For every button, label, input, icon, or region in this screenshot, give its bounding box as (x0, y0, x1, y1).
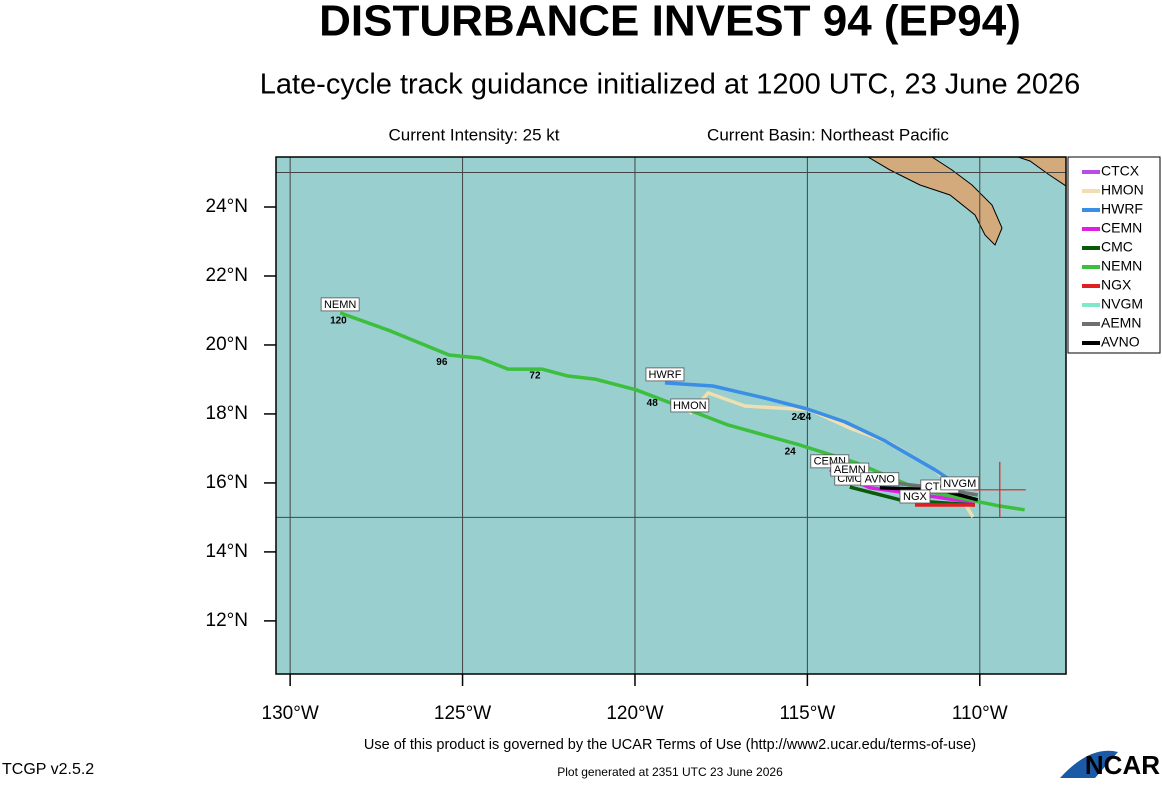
legend-label: CEMN (1101, 220, 1142, 236)
legend-label: HWRF (1101, 201, 1143, 217)
terms: Use of this product is governed by the U… (364, 737, 976, 753)
track-label-box (670, 398, 710, 413)
track-line (664, 381, 966, 492)
track-label: AEMN (834, 464, 866, 476)
y-tick-label: 12°N (206, 610, 248, 631)
track-label: NVGM (943, 478, 976, 490)
intensity: Current Intensity: 25 kt (388, 125, 559, 144)
map-frame (275, 156, 1067, 675)
title: DISTURBANCE INVEST 94 (EP94) (319, 0, 1021, 46)
x-tick-label: 120°W (606, 703, 663, 724)
hour-label: 24 (791, 412, 803, 423)
legend-label: HMON (1101, 182, 1144, 198)
logo: NCAR (1085, 750, 1160, 780)
ocean (276, 157, 1066, 674)
legend-label: NGX (1101, 277, 1132, 293)
x-tick-label: 125°W (434, 703, 491, 724)
version: TCGP v2.5.2 (2, 761, 94, 778)
hour-label: 24 (785, 447, 797, 458)
hour-label: 72 (529, 371, 541, 382)
track-label-box (899, 489, 931, 504)
x-tick-label: 130°W (262, 703, 319, 724)
legend-label: CMC (1101, 239, 1133, 255)
y-tick-label: 24°N (206, 196, 248, 217)
legend-label: NEMN (1101, 258, 1142, 274)
track-label-box (940, 476, 980, 491)
hour-label: 24 (800, 412, 812, 423)
generated: Plot generated at 2351 UTC 23 June 2026 (557, 765, 783, 779)
subtitle: Late-cycle track guidance initialized at… (260, 69, 1081, 101)
y-tick-label: 16°N (206, 472, 248, 493)
track-label: NGX (903, 491, 928, 503)
legend-label: AEMN (1101, 315, 1141, 331)
y-tick-label: 22°N (206, 265, 248, 286)
legend-label: CTCX (1101, 163, 1140, 179)
baja-california (867, 157, 1003, 246)
basin: Current Basin: Northeast Pacific (707, 125, 949, 144)
hour-label: 96 (436, 357, 448, 368)
track-label: HWRF (648, 369, 681, 381)
track-label: HMON (673, 400, 707, 412)
y-tick-label: 18°N (206, 403, 248, 424)
hour-label: 120 (330, 315, 347, 326)
y-tick-label: 14°N (206, 541, 248, 562)
track-label-box (645, 367, 685, 382)
track-label: NEMN (324, 299, 356, 311)
y-tick-label: 20°N (206, 334, 248, 355)
legend-label: NVGM (1101, 296, 1143, 312)
track-label-box (830, 462, 870, 477)
x-tick-label: 110°W (952, 703, 1008, 724)
current-position (973, 461, 1026, 518)
hour-label: 48 (647, 398, 659, 409)
x-tick-label: 115°W (779, 703, 835, 724)
track-label-box (860, 472, 900, 487)
land (867, 157, 1066, 246)
legend-label: AVNO (1101, 334, 1140, 350)
logo-swoosh (1060, 750, 1118, 778)
track-label: AVNO (865, 474, 896, 486)
mainland-mexico (1017, 157, 1066, 187)
track-label-box (320, 297, 360, 312)
